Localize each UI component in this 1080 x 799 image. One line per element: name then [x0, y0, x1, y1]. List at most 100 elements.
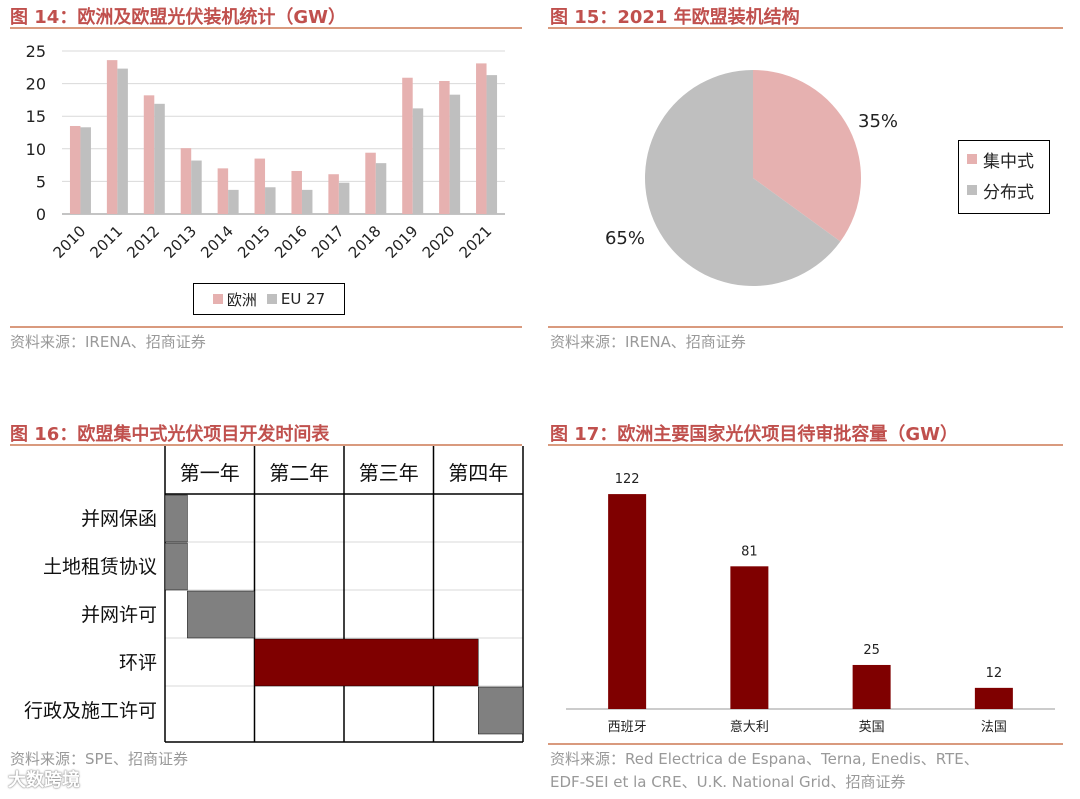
legend-swatch-eu27	[266, 294, 277, 304]
fig14-bar-eu27	[449, 94, 461, 214]
fig14-x-tick-label: 2019	[382, 222, 422, 262]
fig15-slice-centralized	[753, 70, 861, 242]
fig14-x-tick-label: 2012	[123, 222, 163, 262]
legend-swatch-europe	[212, 294, 223, 304]
legend-swatch-distributed	[967, 185, 977, 195]
legend-swatch-centralized	[967, 154, 977, 164]
fig17-value-label: 122	[615, 472, 640, 487]
fig14-x-tick-label: 2010	[50, 222, 90, 262]
legend-label-centralized: 集中式	[983, 151, 1034, 172]
fig15-title-rule	[548, 27, 1063, 29]
fig14-x-tick-label: 2016	[271, 222, 311, 262]
fig14-x-tick-label: 2018	[345, 222, 385, 262]
fig14-bar-eu27	[412, 108, 424, 214]
fig14-bar-europe	[439, 80, 450, 214]
fig14-bar-eu27	[228, 189, 239, 214]
fig17-bar	[974, 687, 1013, 709]
fig16-row-label: 行政及施工许可	[24, 700, 157, 722]
fig14-bar-europe	[254, 158, 266, 214]
fig14-title: 图 14：欧洲及欧盟光伏装机统计（GW）	[10, 7, 346, 28]
fig14-bar-eu27	[191, 160, 202, 214]
fig15-source: 资料来源：IRENA、招商证券	[550, 333, 746, 351]
fig14-x-tick-label: 2015	[234, 222, 274, 262]
fig14-x-tick-label: 2013	[160, 222, 200, 262]
fig17-source-line1: 资料来源：Red Electrica de Espana、Terna, Ened…	[550, 750, 979, 768]
fig14-bar-europe	[291, 170, 302, 214]
legend-item-centralized: 集中式	[959, 141, 1049, 172]
fig15-title: 图 15：2021 年欧盟装机结构	[550, 7, 800, 28]
watermark: 大数跨境	[8, 770, 80, 791]
fig15-label-centralized: 35%	[858, 111, 898, 132]
fig16-task-bar	[254, 638, 479, 687]
fig15-bottom-rule	[548, 326, 1063, 328]
fig14-bar-europe	[69, 125, 81, 214]
fig16-column-header: 第二年	[269, 461, 329, 485]
fig14-bar-eu27	[375, 163, 387, 214]
fig17-value-label: 12	[986, 666, 1003, 681]
legend-item-europe: 欧洲	[212, 289, 257, 310]
fig16-row-label: 并网许可	[81, 604, 157, 626]
fig14-x-tick-label: 2011	[86, 222, 126, 262]
fig14-bar-chart: 0510152025201020112012201320142015201620…	[26, 42, 505, 262]
fig17-x-tick-label: 法国	[981, 720, 1007, 735]
fig16-column-header: 第四年	[448, 461, 508, 485]
fig17-title-rule	[548, 444, 1063, 446]
fig14-bar-eu27	[338, 182, 350, 214]
fig16-row-label: 环评	[119, 652, 157, 674]
fig14-bar-eu27	[265, 187, 276, 214]
fig16-title-rule	[10, 444, 522, 446]
fig15-pie-chart: 35% 65%	[605, 70, 898, 286]
fig16-task-bar	[164, 494, 188, 543]
fig14-bar-europe	[106, 60, 118, 215]
fig17-bar	[608, 494, 647, 709]
fig16-source: 资料来源：SPE、招商证券	[10, 750, 189, 768]
legend-label-distributed: 分布式	[983, 182, 1034, 203]
fig14-bar-eu27	[154, 103, 165, 214]
fig14-bar-europe	[328, 174, 339, 214]
legend-item-eu27: EU 27	[266, 290, 326, 308]
fig16-task-bar	[187, 590, 255, 639]
fig17-value-label: 81	[741, 544, 758, 559]
fig17-bar-chart: 122 西班牙 81 意大利 25 英国 12 法国	[566, 472, 1055, 735]
fig14-bottom-rule	[10, 326, 522, 328]
fig14-bar-eu27	[301, 189, 313, 214]
fig14-bar-eu27	[117, 68, 128, 214]
fig17-bar	[730, 566, 769, 709]
fig14-y-tick-label: 25	[26, 42, 46, 61]
fig17-title: 图 17：欧洲主要国家光伏项目待审批容量（GW）	[550, 424, 958, 445]
fig14-bar-europe	[180, 148, 192, 214]
fig16-column-header: 第三年	[359, 461, 419, 485]
fig14-source: 资料来源：IRENA、招商证券	[10, 333, 206, 351]
fig14-y-tick-label: 5	[36, 172, 46, 191]
fig15-legend: 集中式 分布式	[958, 140, 1050, 214]
fig16-title: 图 16：欧盟集中式光伏项目开发时间表	[10, 424, 330, 445]
fig16-task-bar	[164, 542, 188, 591]
fig14-bar-eu27	[80, 127, 91, 214]
fig17-bottom-rule	[548, 743, 1063, 745]
fig16-row-label: 土地租赁协议	[43, 556, 157, 578]
fig17-source-line2: EDF-SEI et la CRE、U.K. National Grid、招商证…	[550, 773, 906, 791]
fig17-x-tick-label: 意大利	[730, 719, 769, 735]
fig16-row-label: 并网保函	[81, 508, 157, 530]
fig14-x-tick-label: 2014	[197, 222, 237, 262]
fig17-value-label: 25	[863, 643, 880, 658]
fig14-x-tick-label: 2021	[456, 222, 496, 262]
fig16-column-header: 第一年	[180, 461, 240, 485]
fig14-y-tick-label: 20	[26, 75, 46, 94]
fig14-bar-europe	[365, 152, 376, 214]
fig14-y-tick-label: 0	[36, 205, 46, 224]
fig14-bar-europe	[402, 77, 413, 214]
fig14-bar-eu27	[486, 75, 498, 215]
fig14-legend: 欧洲 EU 27	[193, 283, 345, 315]
legend-label-eu27: EU 27	[280, 290, 326, 308]
fig14-y-tick-label: 10	[26, 140, 46, 159]
fig15-label-distributed: 65%	[605, 228, 645, 249]
fig15-slice-distributed	[645, 70, 841, 286]
fig17-x-tick-label: 英国	[859, 720, 885, 735]
fig16-task-bar	[478, 686, 524, 735]
fig14-bar-europe	[476, 63, 487, 214]
fig14-title-rule	[10, 27, 522, 29]
fig14-x-tick-label: 2020	[419, 222, 459, 262]
fig17-x-tick-label: 西班牙	[608, 720, 647, 735]
